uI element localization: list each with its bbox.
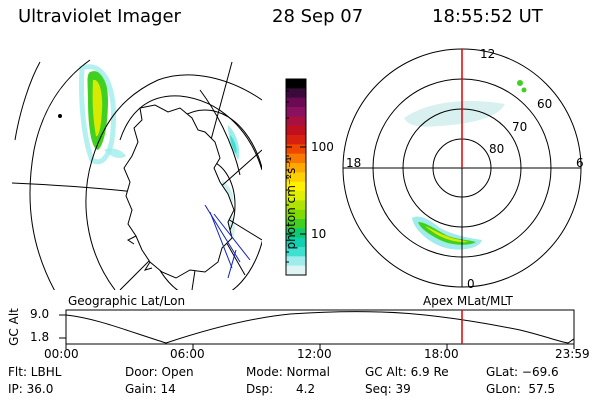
time-tick-2359: 23:59 <box>555 347 590 361</box>
color-bar-ticks <box>286 82 306 263</box>
color-bar-segment <box>286 107 306 117</box>
color-bar-segment <box>286 191 306 201</box>
color-bar-segment <box>286 265 306 276</box>
color-bar-segment <box>286 163 306 173</box>
mlat-label-70: 70 <box>512 120 528 134</box>
time-tick-1800: 18:00 <box>424 347 459 361</box>
seq-info: Seq: 39 <box>365 382 411 396</box>
color-bar-segment <box>286 125 306 136</box>
color-bar-segment <box>286 256 306 267</box>
altitude-tick-1-8: 1.8 <box>30 330 50 344</box>
date-label: 28 Sep 07 <box>272 6 364 27</box>
gc-alt-info: GC Alt: 6.9 Re <box>365 365 449 379</box>
time-tick-1200: 12:00 <box>297 347 332 361</box>
color-bar-segment <box>286 144 306 155</box>
gain-info: Gain: 14 <box>125 382 176 396</box>
time-tick-0600: 06:00 <box>170 347 205 361</box>
color-bar-tick-10: 10 <box>311 227 327 241</box>
geographic-map <box>12 59 262 290</box>
color-bar-segment <box>286 116 306 127</box>
color-bar-segment <box>286 219 306 229</box>
color-bar <box>286 79 306 276</box>
color-bar-segment <box>286 172 306 183</box>
color-bar-segment <box>286 181 306 192</box>
altitude-axis-label: GC Alt <box>7 308 21 346</box>
altitude-tick-9: 9.0 <box>30 307 50 321</box>
time-tick-0000: 00:00 <box>44 347 79 361</box>
polar-map <box>404 80 527 250</box>
mlt-label-0: 0 <box>467 277 475 291</box>
mlt-label-12: 12 <box>480 47 496 61</box>
color-bar-segment <box>286 247 306 257</box>
geographic-map-label: Geographic Lat/Lon <box>68 294 186 308</box>
glon-info: GLon: 57.5 <box>486 382 556 396</box>
aurora-emission-right <box>404 100 505 250</box>
color-bar-segment <box>286 228 306 239</box>
color-bar-segment <box>286 200 306 211</box>
instrument-title: Ultraviolet Imager <box>18 6 181 27</box>
color-bar-segment <box>286 237 306 248</box>
polar-map-label: Apex MLat/MLT <box>423 294 513 308</box>
dsp-info: Dsp: 4.2 <box>246 382 316 396</box>
mlat-label-80: 80 <box>489 142 505 156</box>
color-bar-segment <box>286 97 306 108</box>
time-label: 18:55:52 UT <box>432 6 543 27</box>
mlt-label-6: 6 <box>576 156 584 170</box>
mlat-label-60: 60 <box>537 97 553 111</box>
mlt-label-18: 18 <box>346 156 362 170</box>
color-bar-segment <box>286 79 306 89</box>
mode-info: Mode: Normal <box>246 365 330 379</box>
color-bar-segment <box>286 153 306 164</box>
ip-info: IP: 36.0 <box>8 382 54 396</box>
filter-info: Flt: LBHL <box>8 365 62 379</box>
door-info: Door: Open <box>125 365 194 379</box>
color-bar-unit-label: photon cm⁻²s⁻¹ <box>284 156 298 250</box>
color-bar-tick-100: 100 <box>311 140 334 154</box>
altitude-plot <box>59 309 575 349</box>
color-bar-segment <box>286 209 306 220</box>
color-bar-segment <box>286 88 306 99</box>
glat-info: GLat: −69.6 <box>486 365 559 379</box>
color-bar-frame <box>285 78 307 276</box>
color-bar-segment <box>286 135 306 145</box>
